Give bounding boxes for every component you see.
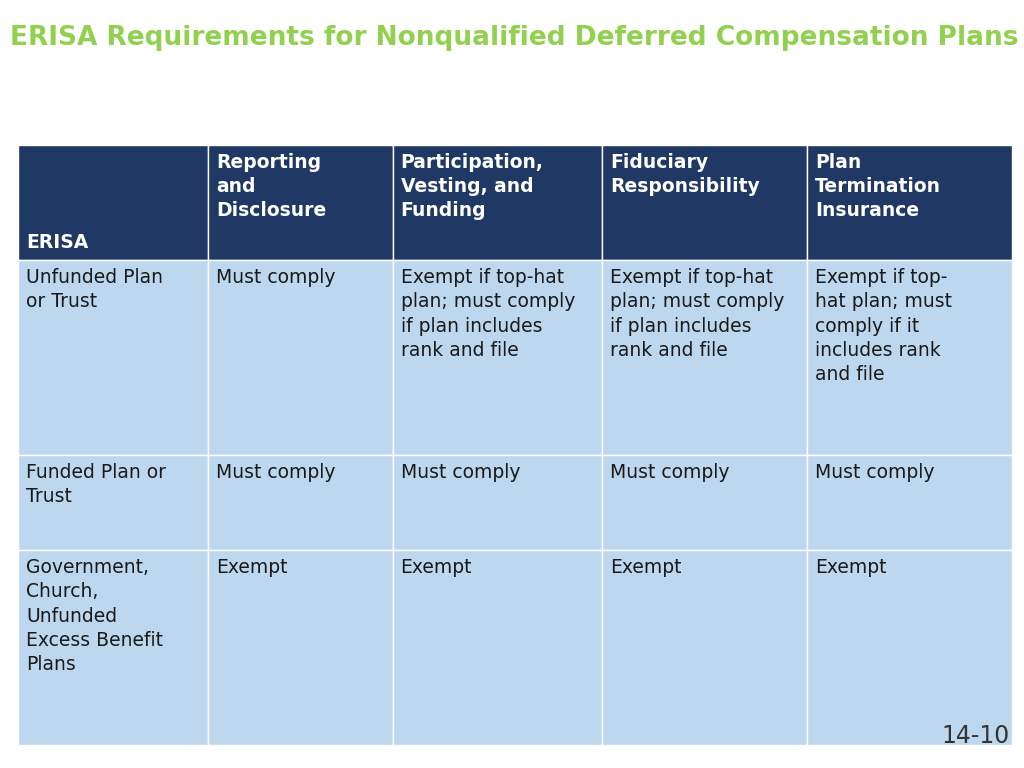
Text: Government,
Church,
Unfunded
Excess Benefit
Plans: Government, Church, Unfunded Excess Bene… <box>26 558 163 674</box>
Text: Must comply: Must comply <box>815 463 935 482</box>
Text: Participation,
Vesting, and
Funding: Participation, Vesting, and Funding <box>400 153 544 220</box>
Text: Must comply: Must comply <box>216 268 335 287</box>
Bar <box>208 550 392 745</box>
Text: Exempt: Exempt <box>815 558 887 577</box>
Bar <box>18 455 208 550</box>
Bar <box>208 260 392 455</box>
Bar <box>807 550 1012 745</box>
Bar <box>392 455 602 550</box>
Text: Exempt: Exempt <box>610 558 682 577</box>
Text: Exempt: Exempt <box>216 558 288 577</box>
Text: 14-10: 14-10 <box>942 724 1010 748</box>
Text: Must comply: Must comply <box>216 463 335 482</box>
Bar <box>807 145 1012 260</box>
Bar <box>18 145 208 260</box>
Bar <box>602 145 807 260</box>
Text: Exempt: Exempt <box>400 558 472 577</box>
Bar <box>18 260 208 455</box>
Bar <box>807 455 1012 550</box>
Bar <box>602 260 807 455</box>
Bar <box>392 550 602 745</box>
Bar <box>392 145 602 260</box>
Bar <box>18 550 208 745</box>
Text: Exempt if top-hat
plan; must comply
if plan includes
rank and file: Exempt if top-hat plan; must comply if p… <box>400 268 575 359</box>
Text: Exempt if top-hat
plan; must comply
if plan includes
rank and file: Exempt if top-hat plan; must comply if p… <box>610 268 784 359</box>
Text: Funded Plan or
Trust: Funded Plan or Trust <box>26 463 166 506</box>
Text: Unfunded Plan
or Trust: Unfunded Plan or Trust <box>26 268 163 311</box>
Bar <box>208 145 392 260</box>
Bar <box>602 455 807 550</box>
Bar <box>602 550 807 745</box>
Bar <box>807 260 1012 455</box>
Text: Must comply: Must comply <box>400 463 520 482</box>
Text: ERISA: ERISA <box>26 233 88 252</box>
Text: Reporting
and
Disclosure: Reporting and Disclosure <box>216 153 326 220</box>
Text: Fiduciary
Responsibility: Fiduciary Responsibility <box>610 153 760 197</box>
Bar <box>208 455 392 550</box>
Text: Must comply: Must comply <box>610 463 730 482</box>
Text: Plan
Termination
Insurance: Plan Termination Insurance <box>815 153 941 220</box>
Text: ERISA Requirements for Nonqualified Deferred Compensation Plans: ERISA Requirements for Nonqualified Defe… <box>10 25 1019 51</box>
Bar <box>392 260 602 455</box>
Text: Exempt if top-
hat plan; must
comply if it
includes rank
and file: Exempt if top- hat plan; must comply if … <box>815 268 952 384</box>
